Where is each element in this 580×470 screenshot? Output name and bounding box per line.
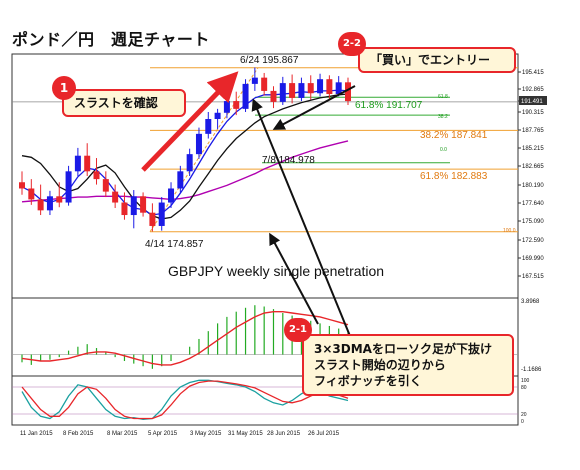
candle-body bbox=[56, 196, 63, 203]
stoch-level-label: 20 bbox=[521, 412, 527, 418]
stoch-level-label: 0 bbox=[521, 419, 524, 425]
small-382-label: 38.2 bbox=[438, 114, 448, 120]
fib-start-arrow-1 bbox=[251, 98, 351, 337]
candle-body bbox=[19, 182, 25, 189]
candle-body bbox=[177, 171, 184, 189]
fib-618-a-label: 61.8% 191.707 bbox=[355, 100, 423, 111]
x-tick-label: 28 Jun 2015 bbox=[267, 431, 301, 437]
swing-low-label: 7/8 184.978 bbox=[262, 155, 315, 166]
y-tick-label: 190.315 bbox=[522, 110, 544, 116]
current-price-label: 191.491 bbox=[521, 99, 543, 105]
y-tick-label: 177.640 bbox=[522, 201, 544, 207]
candle-body bbox=[242, 83, 249, 109]
fib-382-label: 38.2% 187.841 bbox=[420, 130, 488, 141]
stoch-level-label: 80 bbox=[521, 385, 527, 391]
candle-body bbox=[93, 171, 100, 180]
candle-body bbox=[140, 196, 147, 213]
y-tick-label: 187.765 bbox=[522, 128, 544, 134]
small-0-label: 0.0 bbox=[440, 147, 447, 153]
stoch-d-line bbox=[21, 380, 349, 420]
symbol-text: GBPJPY weekly single penetration bbox=[168, 263, 384, 279]
x-tick-label: 26 Jul 2015 bbox=[308, 431, 340, 437]
callout-fib: 3×3DMAをローソク足が下抜け スラスト開始の辺りから フィボナッチを引く bbox=[302, 334, 514, 396]
callout-entry-text: 「買い」でエントリー bbox=[370, 53, 491, 67]
y-tick-label: 192.865 bbox=[522, 87, 544, 93]
small-618-label: 61.8 bbox=[438, 94, 448, 100]
candle-body bbox=[74, 155, 81, 172]
thrust-arrow bbox=[141, 71, 239, 172]
candle-body bbox=[158, 202, 165, 226]
candle-body bbox=[261, 77, 268, 91]
candle-body bbox=[223, 101, 230, 113]
entry-arrow bbox=[272, 85, 356, 130]
y-tick-label: 175.090 bbox=[522, 219, 544, 225]
fib-618-b-label: 61.8% 182.883 bbox=[420, 171, 488, 182]
callout-fib-line-3: フィボナッチを引く bbox=[314, 374, 422, 388]
candle-body bbox=[28, 188, 35, 200]
x-tick-label: 31 May 2015 bbox=[228, 431, 263, 437]
candle-body bbox=[307, 83, 314, 94]
candle-body bbox=[289, 83, 296, 98]
y-tick-label: 185.215 bbox=[522, 146, 544, 152]
callout-fib-line-2: スラスト開始の辺りから bbox=[314, 358, 446, 372]
x-tick-label: 8 Feb 2015 bbox=[63, 431, 94, 437]
callout-entry: 「買い」でエントリー bbox=[358, 47, 516, 73]
x-tick-label: 8 Mar 2015 bbox=[107, 431, 138, 437]
candle-body bbox=[214, 112, 221, 120]
candle-body bbox=[121, 202, 128, 216]
y-tick-label: 182.665 bbox=[522, 164, 544, 170]
fib-start-arrow-2 bbox=[269, 232, 319, 325]
callout-fib-line-1: 3×3DMAをローソク足が下抜け bbox=[314, 342, 492, 356]
candle-body bbox=[233, 101, 240, 109]
candle-body bbox=[326, 79, 333, 95]
candle-body bbox=[37, 199, 44, 211]
macd-min-label: -1.1686 bbox=[521, 367, 542, 373]
y-tick-label: 172.590 bbox=[522, 238, 544, 244]
candle-body bbox=[112, 191, 119, 203]
x-tick-label: 5 Apr 2015 bbox=[148, 431, 178, 437]
y-tick-label: 167.515 bbox=[522, 274, 544, 280]
high-label: 6/24 195.867 bbox=[240, 55, 299, 66]
candle-body bbox=[205, 119, 212, 134]
candle-body bbox=[186, 154, 193, 172]
page-title: ポンド／円 週足チャート bbox=[12, 30, 210, 49]
candle-body bbox=[317, 79, 324, 94]
y-tick-label: 195.415 bbox=[522, 70, 544, 76]
candle-body bbox=[298, 83, 305, 98]
ma-slow-line bbox=[21, 93, 349, 220]
small-1000-label: 100.0 bbox=[503, 228, 516, 234]
callout-thrust: スラストを確認 bbox=[62, 89, 186, 117]
candle-body bbox=[270, 90, 277, 102]
callout-thrust-text: スラストを確認 bbox=[74, 96, 158, 110]
candle-body bbox=[335, 82, 342, 95]
y-tick-label: 169.990 bbox=[522, 256, 544, 262]
candle-body bbox=[65, 171, 72, 203]
candle-body bbox=[102, 179, 109, 192]
candle-body bbox=[345, 82, 351, 102]
low-label: 4/14 174.857 bbox=[145, 239, 204, 250]
candle-body bbox=[149, 212, 156, 226]
candle-body bbox=[130, 196, 137, 216]
badge-2-1: 2-1 bbox=[284, 318, 312, 342]
stoch-k-line bbox=[21, 379, 349, 421]
badge-2-2: 2-2 bbox=[338, 32, 366, 56]
current-price-marker bbox=[519, 96, 547, 105]
badge-1: 1 bbox=[52, 76, 76, 100]
fib-trend-line bbox=[149, 67, 259, 233]
y-tick-label: 180.190 bbox=[522, 183, 544, 189]
candle-body bbox=[251, 77, 258, 84]
x-tick-label: 3 May 2015 bbox=[190, 431, 222, 437]
macd-signal-line bbox=[21, 311, 349, 366]
ma-long-line bbox=[21, 140, 349, 203]
candle-body bbox=[195, 133, 202, 155]
candle-body bbox=[168, 188, 175, 203]
macd-max-label: 3.8968 bbox=[521, 299, 540, 305]
stoch-level-label: 100 bbox=[521, 378, 530, 384]
candle-body bbox=[279, 83, 286, 102]
candle-body bbox=[84, 155, 91, 172]
candle-body bbox=[46, 196, 53, 211]
x-tick-label: 11 Jan 2015 bbox=[20, 431, 53, 437]
